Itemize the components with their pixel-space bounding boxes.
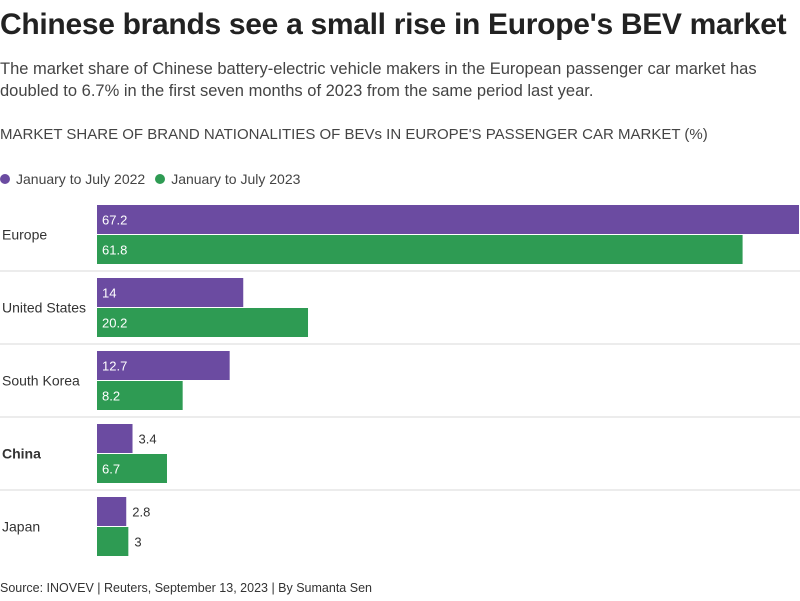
bar-japan-2022 (97, 497, 127, 526)
bar-japan-2023 (97, 527, 129, 556)
bar-chart: Europe 67.2 61.8 United States 14 20.2 South K… (0, 205, 800, 556)
source-note: Source: INOVEV | Reuters, September 13, … (0, 581, 372, 595)
data-label-china-2023: 6.7 (102, 462, 120, 477)
bar-south-korea-2023 (97, 381, 183, 410)
page-subtitle: The market share of Chinese battery-elec… (0, 60, 757, 100)
legend-dot-2023 (155, 174, 166, 184)
legend-label-2022: January to July 2022 (16, 171, 146, 187)
bar-china-2022 (97, 424, 133, 453)
bar-united-states-2023 (97, 308, 309, 337)
legend-item-2022: January to July 2022 (0, 171, 145, 187)
legend-label-2023: January to July 2023 (171, 171, 301, 187)
data-label-united-states-2023: 20.2 (102, 316, 127, 331)
data-label-south-korea-2023: 8.2 (102, 389, 120, 404)
bar-united-states-2022 (97, 278, 244, 307)
data-label-europe-2022: 67.2 (102, 213, 127, 228)
data-label-japan-2022: 2.8 (132, 505, 150, 520)
data-label-china-2022: 3.4 (139, 432, 157, 447)
category-label-south-korea: South Korea (2, 373, 80, 389)
chart-legend: January to July 2022 January to July 202… (0, 171, 310, 187)
data-label-europe-2023: 61.8 (102, 243, 127, 258)
category-label-japan: Japan (2, 519, 40, 535)
category-label-europe: Europe (2, 227, 47, 243)
data-label-united-states-2022: 14 (102, 286, 116, 301)
bar-europe-2023 (97, 235, 743, 264)
legend-dot-2022 (0, 174, 10, 184)
category-label-united-states: United States (2, 300, 86, 316)
data-label-south-korea-2022: 12.7 (102, 359, 127, 374)
bar-europe-2022 (97, 205, 799, 234)
category-label-china: China (2, 446, 41, 462)
chart-title: MARKET SHARE OF BRAND NATIONALITIES OF B… (0, 126, 708, 143)
bar-china-2023 (97, 454, 167, 483)
page-title: Chinese brands see a small rise in Europ… (0, 8, 787, 41)
bar-south-korea-2022 (97, 351, 230, 380)
data-label-japan-2023: 3 (134, 535, 141, 550)
legend-item-2023: January to July 2023 (155, 171, 300, 187)
